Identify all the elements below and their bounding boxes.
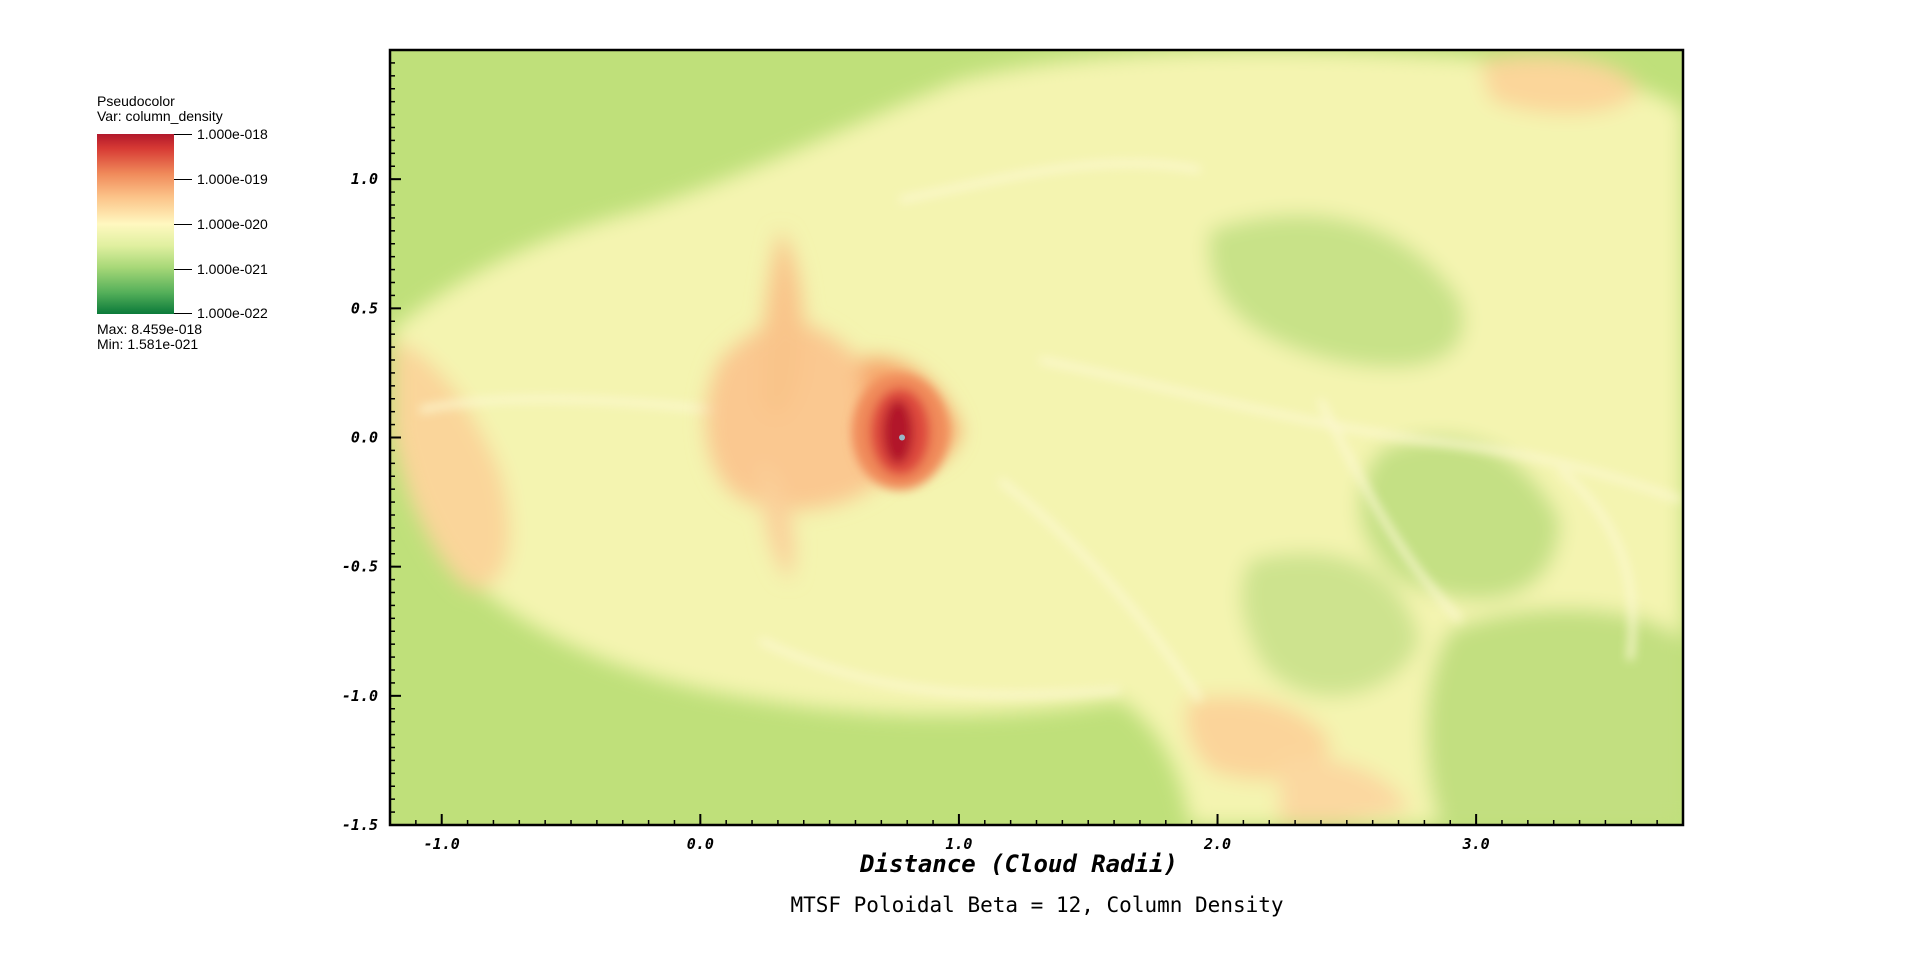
x-tick-label: -1.0 (424, 835, 460, 853)
legend-variable: Var: column_density (97, 108, 223, 124)
legend-tick-label: 1.000e-021 (197, 261, 268, 277)
y-tick-label: 1.0 (351, 170, 378, 188)
legend-max: Max: 8.459e-018 (97, 321, 203, 337)
legend-tick (174, 224, 192, 225)
chart-title: MTSF Poloidal Beta = 12, Column Density (790, 893, 1284, 917)
x-tick-label: 2.0 (1203, 835, 1231, 853)
legend-plot-type: Pseudocolor (97, 93, 175, 109)
legend-tick (174, 269, 192, 270)
cloud-envelope (392, 50, 1683, 825)
y-tick-label: -1.5 (342, 816, 378, 834)
colorbar (97, 134, 174, 314)
legend-tick-label: 1.000e-022 (197, 305, 268, 321)
axes: -1.0 0.0 1.0 2.0 3.0 1.0 0.5 0.0 -0.5 -1.0 -1.5 (342, 49, 1684, 853)
core-region (852, 374, 948, 490)
sink-particle-marker (899, 434, 906, 441)
legend-min: Min: 1.581e-021 (97, 336, 199, 352)
legend-tick (174, 313, 192, 314)
legend-tick (174, 134, 192, 135)
y-tick-label: 0.0 (351, 429, 378, 447)
x-tick-label: 0.0 (687, 835, 714, 853)
x-axis-label: Distance (Cloud Radii) (860, 850, 1178, 878)
y-tick-label: -1.0 (342, 687, 378, 705)
x-tick-label: 1.0 (945, 835, 972, 853)
legend-tick-label: 1.000e-019 (197, 171, 268, 187)
x-tick-label: 3.0 (1462, 835, 1490, 853)
y-tick-label: -0.5 (342, 558, 378, 576)
legend-tick-label: 1.000e-018 (197, 126, 268, 142)
legend-tick-label: 1.000e-020 (197, 216, 268, 232)
density-field (390, 50, 1683, 825)
legend-tick (174, 179, 192, 180)
colorbar-legend: Pseudocolor Var: column_density 1.000e-0… (97, 94, 297, 364)
y-tick-label: 0.5 (351, 299, 378, 317)
